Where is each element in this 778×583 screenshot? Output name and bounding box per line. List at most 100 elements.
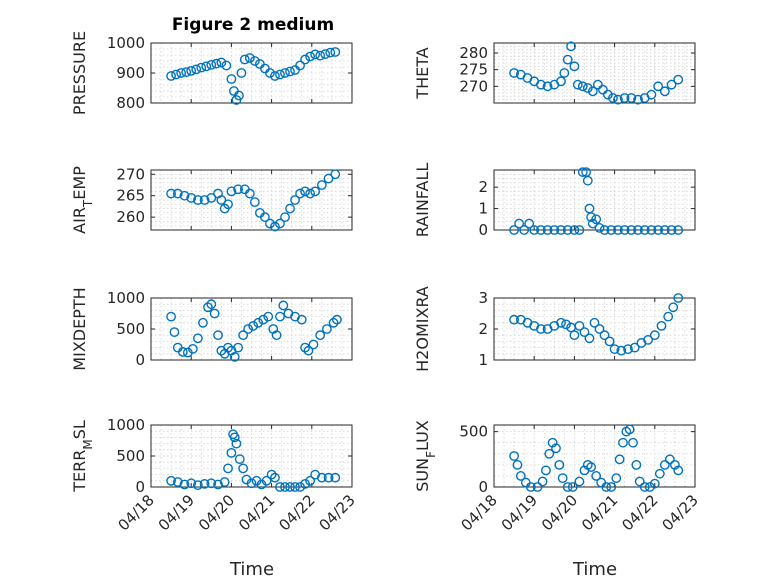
data-point-3-22 bbox=[613, 225, 623, 235]
data-point-7-13 bbox=[562, 482, 573, 492]
data-point-5-7 bbox=[556, 317, 566, 328]
data-point-3-27 bbox=[646, 225, 657, 235]
subplot-air-temp: 260 265 270 AIRTEMP bbox=[70, 165, 353, 234]
data-point-1-17 bbox=[597, 84, 608, 95]
data-point-7-15 bbox=[574, 476, 585, 487]
data-point-7-4 bbox=[525, 482, 536, 492]
data-point-0-9 bbox=[211, 58, 222, 69]
data-point-3-5 bbox=[536, 225, 546, 235]
data-point-0-0 bbox=[166, 71, 177, 81]
data-point-4-0 bbox=[166, 311, 177, 322]
data-point-7-38 bbox=[673, 465, 684, 476]
data-point-1-7 bbox=[556, 76, 566, 87]
data-point-7-11 bbox=[554, 459, 565, 470]
data-point-0-35 bbox=[330, 47, 341, 57]
y-tick-label-6-1: 500 bbox=[116, 447, 145, 465]
data-point-4-9 bbox=[206, 299, 217, 310]
data-point-4-22 bbox=[258, 314, 269, 325]
data-point-3-10 bbox=[569, 225, 580, 235]
data-point-6-27 bbox=[295, 482, 305, 492]
data-point-3-31 bbox=[673, 225, 684, 235]
data-point-0-2 bbox=[176, 68, 187, 78]
data-point-7-0 bbox=[509, 451, 519, 461]
data-point-4-3 bbox=[177, 347, 188, 357]
data-point-6-9 bbox=[223, 463, 233, 474]
data-point-6-22 bbox=[270, 472, 280, 483]
data-point-3-7 bbox=[549, 225, 560, 235]
data-point-1-0 bbox=[509, 68, 519, 78]
data-point-3-12 bbox=[577, 167, 588, 178]
markers-4 bbox=[166, 299, 342, 362]
data-point-2-2 bbox=[179, 190, 190, 201]
data-point-0-8 bbox=[206, 60, 217, 70]
data-point-6-3 bbox=[186, 478, 197, 489]
data-point-6-12 bbox=[229, 432, 240, 443]
markers-2 bbox=[166, 169, 341, 232]
data-point-3-1 bbox=[514, 218, 525, 229]
data-point-4-27 bbox=[278, 300, 289, 311]
data-point-5-23 bbox=[643, 334, 653, 345]
data-point-3-11 bbox=[574, 225, 585, 235]
x-tick-label-6-1: 04/19 bbox=[155, 491, 198, 534]
data-point-6-1 bbox=[172, 477, 183, 487]
markers-7 bbox=[509, 424, 684, 492]
data-point-3-9 bbox=[562, 225, 573, 235]
data-point-7-2 bbox=[515, 471, 526, 481]
data-point-5-19 bbox=[616, 345, 627, 356]
data-point-0-34 bbox=[325, 47, 336, 58]
data-point-6-33 bbox=[330, 472, 341, 483]
data-point-5-25 bbox=[656, 320, 667, 331]
data-point-2-12 bbox=[233, 184, 244, 195]
x-tick-label-6-4: 04/22 bbox=[275, 491, 318, 534]
data-point-6-5 bbox=[199, 478, 210, 489]
data-point-4-37 bbox=[332, 314, 342, 325]
data-point-3-6 bbox=[542, 225, 553, 235]
data-point-5-18 bbox=[609, 344, 620, 355]
data-point-7-10 bbox=[551, 443, 561, 454]
data-point-5-12 bbox=[579, 327, 590, 337]
data-point-2-15 bbox=[249, 197, 260, 208]
subplot-pressure: 800 900 1000 PRESSURE bbox=[70, 31, 353, 115]
data-point-2-27 bbox=[310, 186, 321, 197]
y-tick-label-7-1: 500 bbox=[459, 423, 488, 441]
data-point-5-17 bbox=[604, 336, 615, 347]
data-point-7-30 bbox=[634, 476, 645, 487]
data-point-0-7 bbox=[201, 61, 212, 72]
data-point-7-18 bbox=[586, 462, 597, 472]
data-point-4-26 bbox=[275, 311, 285, 322]
data-point-5-0 bbox=[509, 314, 519, 325]
data-point-2-26 bbox=[305, 188, 316, 199]
data-point-2-11 bbox=[226, 186, 237, 197]
data-point-6-10 bbox=[226, 447, 237, 458]
subplot-h2omixra: 1 2 3 H2OMIXRA bbox=[413, 286, 696, 372]
data-point-0-19 bbox=[249, 56, 260, 66]
data-point-0-3 bbox=[181, 67, 192, 78]
y-axis-label-2: AIRTEMP bbox=[70, 166, 95, 234]
data-point-1-11 bbox=[569, 61, 580, 72]
data-point-3-0 bbox=[509, 225, 519, 235]
data-point-1-10 bbox=[566, 41, 576, 52]
data-point-2-10 bbox=[223, 199, 233, 210]
data-point-2-23 bbox=[290, 195, 300, 205]
data-point-5-21 bbox=[629, 342, 640, 353]
y-axis-label-3: RAINFALL bbox=[413, 163, 432, 238]
y-tick-label-3-2: 2 bbox=[478, 178, 488, 196]
data-point-4-33 bbox=[308, 339, 319, 350]
data-point-7-25 bbox=[618, 437, 628, 448]
data-point-1-4 bbox=[536, 79, 546, 90]
data-point-3-16 bbox=[586, 212, 597, 223]
data-point-2-20 bbox=[275, 218, 285, 229]
x-tick-label-6-3: 04/21 bbox=[235, 491, 278, 534]
data-point-1-26 bbox=[653, 81, 664, 92]
data-point-4-5 bbox=[187, 343, 198, 354]
markers-0 bbox=[166, 47, 341, 105]
data-point-1-27 bbox=[659, 86, 670, 97]
data-point-4-25 bbox=[271, 330, 282, 341]
data-point-5-13 bbox=[584, 333, 595, 344]
y-tick-label-0-1: 900 bbox=[116, 64, 145, 82]
data-point-5-11 bbox=[574, 320, 585, 331]
data-point-4-30 bbox=[296, 314, 307, 325]
data-point-7-36 bbox=[664, 454, 675, 465]
data-point-4-8 bbox=[203, 302, 213, 313]
data-point-7-33 bbox=[649, 478, 660, 489]
